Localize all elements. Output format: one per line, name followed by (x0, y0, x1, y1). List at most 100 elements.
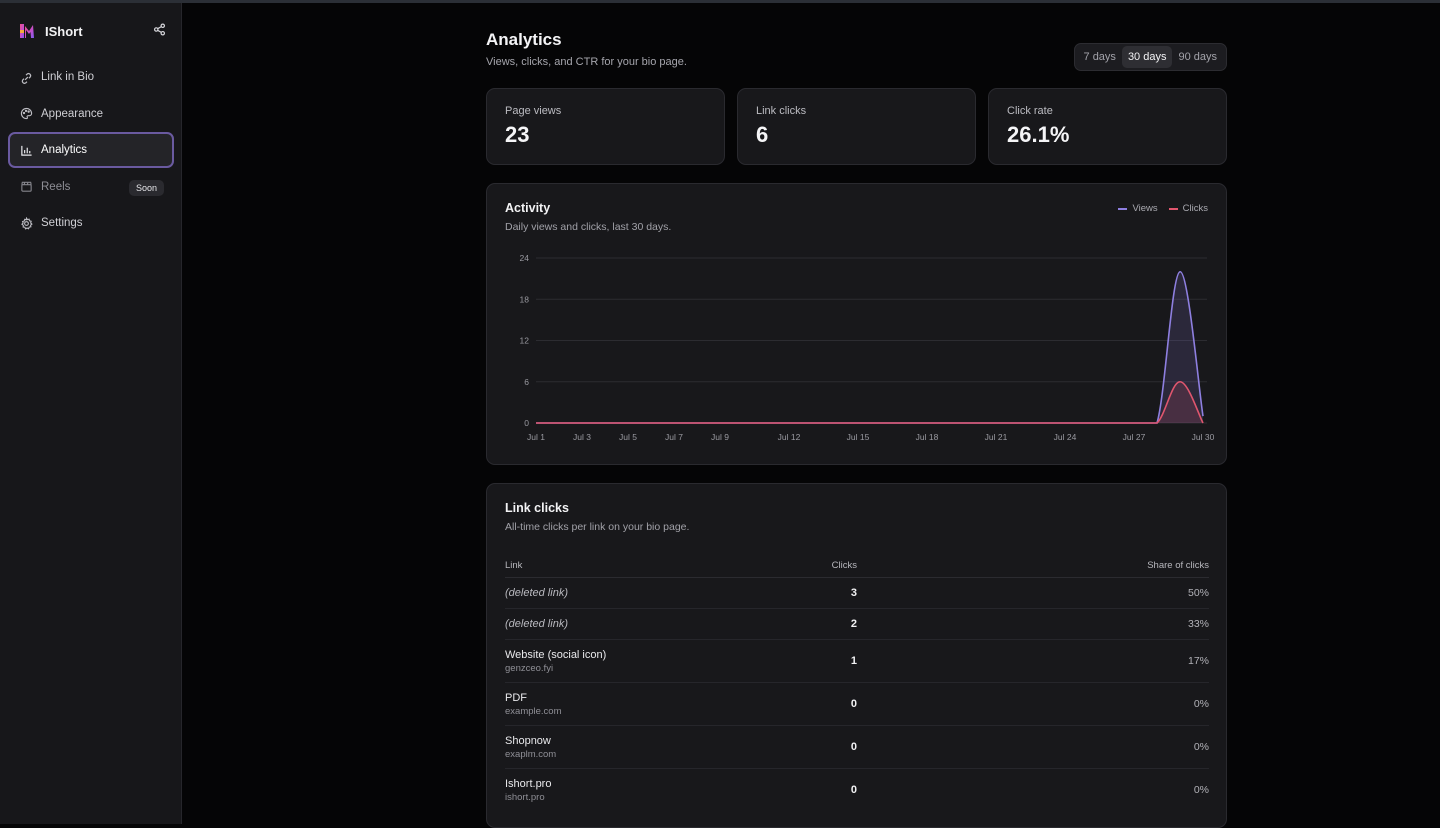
activity-subtitle: Daily views and clicks, last 30 days. (505, 221, 672, 233)
stat-value: 26.1% (1007, 122, 1070, 147)
row-link-host: ishort.pro (505, 792, 545, 803)
sidebar: IShort Link in Bio Appearance (0, 3, 182, 824)
gear-icon (19, 216, 33, 230)
area-views (536, 271, 1203, 423)
y-tick-label: 12 (520, 336, 530, 346)
row-share: 17% (1187, 655, 1209, 667)
row-share: 0% (1193, 698, 1209, 710)
row-share: 33% (1187, 618, 1209, 630)
table-row: (deleted link) 2 33% (505, 609, 1209, 640)
column-header-link: Link (505, 560, 523, 571)
row-clicks: 3 (850, 587, 857, 599)
sidebar-nav: Link in Bio Appearance Analytics (8, 59, 174, 242)
activity-chart: 0 6 12 18 24 Jul 1 Jul 3 Jul 5 Jul 7 Jul 9 Jul 12 J… (520, 253, 1215, 442)
link-clicks-table: Link Clicks Share of clicks (deleted lin… (505, 558, 1209, 811)
y-tick-label: 6 (524, 377, 529, 387)
stat-card-click-rate: Click rate 26.1% (988, 88, 1227, 165)
row-link-host: genzceo.fyi (505, 663, 554, 674)
stat-label: Link clicks (756, 105, 807, 117)
row-link-name: (deleted link) (505, 587, 568, 599)
chart-legend: Views Clicks (1107, 203, 1208, 214)
stats-row: Page views 23 Link clicks 6 Click rate 2… (486, 88, 1227, 165)
x-tick-label: Jul 24 (1054, 432, 1077, 442)
row-clicks: 0 (850, 784, 857, 796)
x-tick-label: Jul 7 (665, 432, 683, 442)
x-tick-label: Jul 15 (847, 432, 870, 442)
column-header-share: Share of clicks (1147, 560, 1209, 571)
stat-label: Page views (505, 105, 562, 117)
sidebar-item-label: Analytics (41, 144, 88, 156)
bar-chart-icon (19, 143, 33, 157)
range-selector: 7 days 30 days 90 days (1073, 43, 1227, 71)
link-clicks-card: Link clicks All-time clicks per link on … (486, 483, 1227, 828)
x-tick-label: Jul 5 (619, 432, 637, 442)
row-clicks: 2 (850, 618, 857, 630)
row-share: 0% (1193, 741, 1209, 753)
range-30-days-button[interactable]: 30 days (1121, 46, 1173, 68)
table-row: Shopnow exaplm.com 0 0% (505, 726, 1209, 769)
legend-label-clicks: Clicks (1182, 203, 1208, 214)
range-90-days-button[interactable]: 90 days (1178, 51, 1217, 63)
clapperboard-icon (19, 180, 33, 194)
row-link-name: Ishort.pro (505, 778, 552, 790)
row-link-name: PDF (505, 692, 527, 704)
row-clicks: 0 (850, 741, 857, 753)
area-clicks (536, 381, 1203, 423)
stat-card-link-clicks: Link clicks 6 (737, 88, 976, 165)
sidebar-item-link-in-bio[interactable]: Link in Bio (8, 59, 174, 95)
row-link-name: Website (social icon) (505, 649, 607, 661)
row-link-host: example.com (505, 706, 562, 717)
legend-item-clicks: Clicks (1168, 203, 1208, 214)
link-clicks-subtitle: All-time clicks per link on your bio pag… (505, 521, 690, 533)
series-line-views (536, 270, 1204, 424)
row-link-host: exaplm.com (505, 749, 557, 760)
range-7-days-button[interactable]: 7 days (1083, 51, 1116, 63)
brand-logo-icon (20, 24, 34, 38)
page-subtitle: Views, clicks, and CTR for your bio page… (486, 56, 687, 68)
sidebar-item-label: Reels (41, 180, 71, 193)
stat-value: 23 (505, 122, 530, 147)
row-clicks: 0 (850, 698, 857, 710)
series-line-clicks (536, 380, 1204, 424)
table-header: Link Clicks Share of clicks (505, 558, 1209, 578)
brand-name: IShort (45, 23, 83, 39)
row-clicks: 1 (850, 655, 857, 667)
sidebar-item-label: Appearance (41, 107, 104, 120)
sidebar-item-label: Settings (41, 217, 83, 229)
row-share: 0% (1193, 784, 1209, 796)
stat-value: 6 (756, 122, 769, 147)
table-row: PDF example.com 0 0% (505, 683, 1209, 726)
x-tick-label: Jul 27 (1123, 432, 1146, 442)
activity-card: Activity Daily views and clicks, last 30… (486, 183, 1227, 465)
y-tick-label: 24 (520, 253, 530, 263)
stat-card-page-views: Page views 23 (486, 88, 725, 165)
legend-swatch-clicks (1168, 207, 1178, 210)
share-icon (153, 23, 165, 35)
x-tick-label: Jul 3 (573, 432, 591, 442)
x-tick-label: Jul 21 (985, 432, 1008, 442)
sidebar-item-reels[interactable]: Reels Soon (8, 169, 174, 205)
x-tick-label: Jul 12 (778, 432, 801, 442)
y-tick-label: 0 (524, 418, 529, 428)
column-header-clicks: Clicks (831, 560, 857, 571)
legend-label-views: Views (1132, 203, 1158, 214)
y-tick-label: 18 (520, 294, 530, 304)
x-tick-label: Jul 9 (711, 432, 729, 442)
activity-title: Activity (505, 201, 551, 215)
soon-badge: Soon (128, 179, 164, 196)
table-row: (deleted link) 3 50% (505, 578, 1209, 609)
row-share: 50% (1187, 587, 1209, 599)
row-link-name: (deleted link) (505, 618, 568, 630)
x-tick-label: Jul 30 (1192, 432, 1215, 442)
link-clicks-title: Link clicks (505, 501, 569, 515)
sidebar-item-label: Link in Bio (41, 71, 95, 83)
sidebar-item-settings[interactable]: Settings (8, 205, 174, 241)
link-icon (19, 70, 33, 84)
table-row: Website (social icon) genzceo.fyi 1 17% (505, 640, 1209, 683)
page-title: Analytics (486, 30, 562, 49)
sidebar-item-appearance[interactable]: Appearance (8, 96, 174, 132)
brand[interactable]: IShort (18, 19, 83, 43)
share-button[interactable] (150, 20, 168, 38)
sidebar-item-analytics[interactable]: Analytics (8, 132, 174, 168)
x-tick-label: Jul 1 (527, 432, 545, 442)
